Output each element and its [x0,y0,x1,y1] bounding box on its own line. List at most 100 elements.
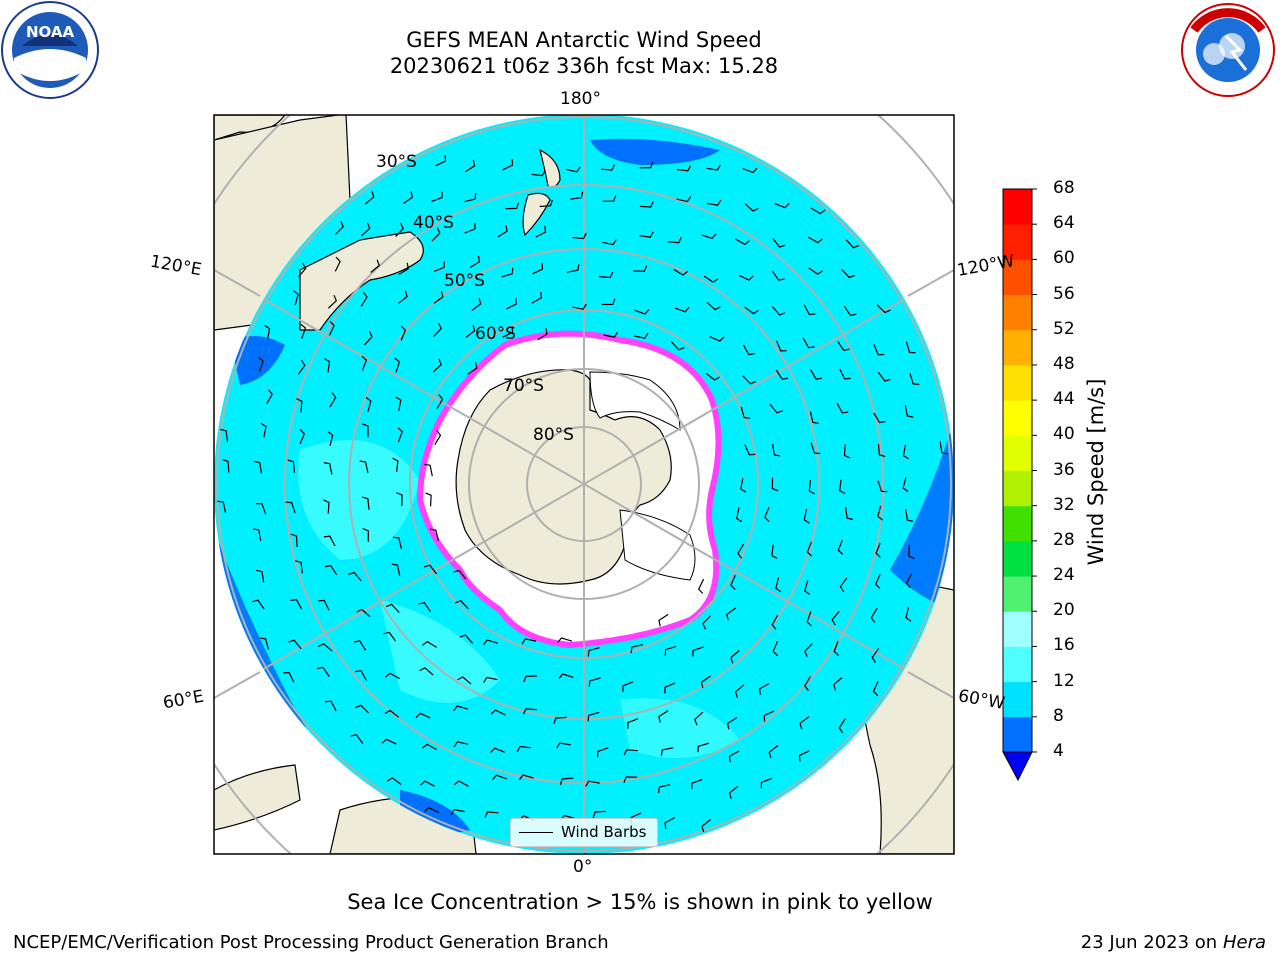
wind-barb [559,777,574,785]
wind-barb [506,298,517,310]
map-frame [213,114,955,855]
footer-left: NCEP/EMC/Verification Post Processing Pr… [13,932,609,953]
wind-barb [290,533,298,548]
colorbar-segment [1003,435,1032,471]
wind-barb [381,738,397,745]
wind-barb [670,341,685,351]
wind-barb [841,269,856,279]
wind-barb [902,444,910,460]
wind-barb [396,492,403,507]
wind-barb [419,667,434,676]
wind-barb [939,441,948,455]
wind-barb [676,196,692,203]
footer-host: Hera [1222,932,1266,953]
colorbar-tick-label: 64 [1053,213,1075,234]
colorbar-tick-label: 56 [1053,283,1075,304]
wind-barb [385,672,400,680]
colorbar-segment [1003,470,1032,507]
colorbar-segment [1003,400,1032,436]
wind-barb [905,573,913,589]
caption: Sea Ice Concentration > 15% is shown in … [347,890,933,914]
wind-barb [264,324,271,340]
wind-barb [386,777,402,785]
wind-barb [295,560,303,574]
wind-barb [769,403,783,414]
wind-barb [490,709,506,716]
wind-barb [808,480,815,495]
wind-barb [431,191,443,202]
wind-barb [705,372,721,381]
wind-barb [775,369,789,380]
wind-barb [566,264,580,273]
wind-barb [639,201,654,208]
wind-barb [324,700,337,712]
wind-barb [803,508,810,524]
lat-label-80s: 80°S [533,425,574,445]
wind-barb [831,610,840,626]
wind-barb [300,323,307,339]
colorbar-tick-label: 8 [1053,705,1064,726]
legend: Wind Barbs [510,818,658,847]
graticule [214,115,954,854]
lat-label-70s: 70°S [503,376,544,396]
wind-barb [738,274,754,281]
wind-barb [706,164,721,171]
wind-barb [728,750,740,763]
wind-barb [602,239,617,246]
wind-barb [433,290,444,304]
wind-barb [424,463,433,477]
colorbar-segment [1003,716,1032,753]
wind-barb [870,608,878,623]
wind-barb [285,501,296,514]
wind-barb [362,528,369,542]
colorbar-tick-label: 12 [1053,670,1075,691]
wind-barb [255,503,267,515]
wind-barb [602,195,617,202]
wind-barb [700,675,711,689]
wind-barb [758,683,770,695]
colorbar-segment [1003,364,1032,401]
wind-barb [258,356,264,372]
lat-label-50s: 50°S [444,271,485,291]
colorbar-segment [1003,189,1032,225]
wind-barb [327,431,334,446]
wind-barb [362,496,370,510]
colorbar-tick-label: 48 [1053,353,1075,374]
wind-barb [418,602,431,613]
colorbar [1002,188,1037,753]
wind-barb [490,747,506,753]
wind-barb [740,477,747,493]
wind-barb [742,375,757,385]
wind-barb [585,780,600,787]
colorbar-tick-label: 28 [1053,529,1075,550]
wind-barb [623,776,638,783]
wind-barb [492,774,508,781]
wind-barb [356,608,371,618]
wind-barb [553,716,567,724]
colorbar-segment [1003,259,1032,296]
wind-barb [425,492,432,507]
footer-right: 23 Jun 2023 on Hera [1081,932,1266,953]
colorbar-tick-label: 32 [1053,494,1075,515]
wind-barb [384,709,400,718]
wind-barb [843,305,857,317]
wind-barb [702,615,711,630]
wind-barb [397,427,404,443]
wind-barb [876,304,891,314]
wind-barb [423,806,439,814]
wind-barb [266,389,273,405]
wind-barb [353,640,367,651]
wind-barb [772,238,786,248]
wind-barb [516,745,532,753]
nws-logo [1181,3,1275,97]
wind-barb [471,297,482,311]
wind-barb [299,429,306,445]
wind-barb [497,225,508,238]
wind-barb [639,161,654,169]
wind-barb [660,747,674,756]
wind-barb [432,358,442,373]
colorbar-tick-label: 20 [1053,600,1075,621]
wind-barb [775,577,782,593]
wind-barb [328,320,335,336]
wind-barb [874,573,881,589]
